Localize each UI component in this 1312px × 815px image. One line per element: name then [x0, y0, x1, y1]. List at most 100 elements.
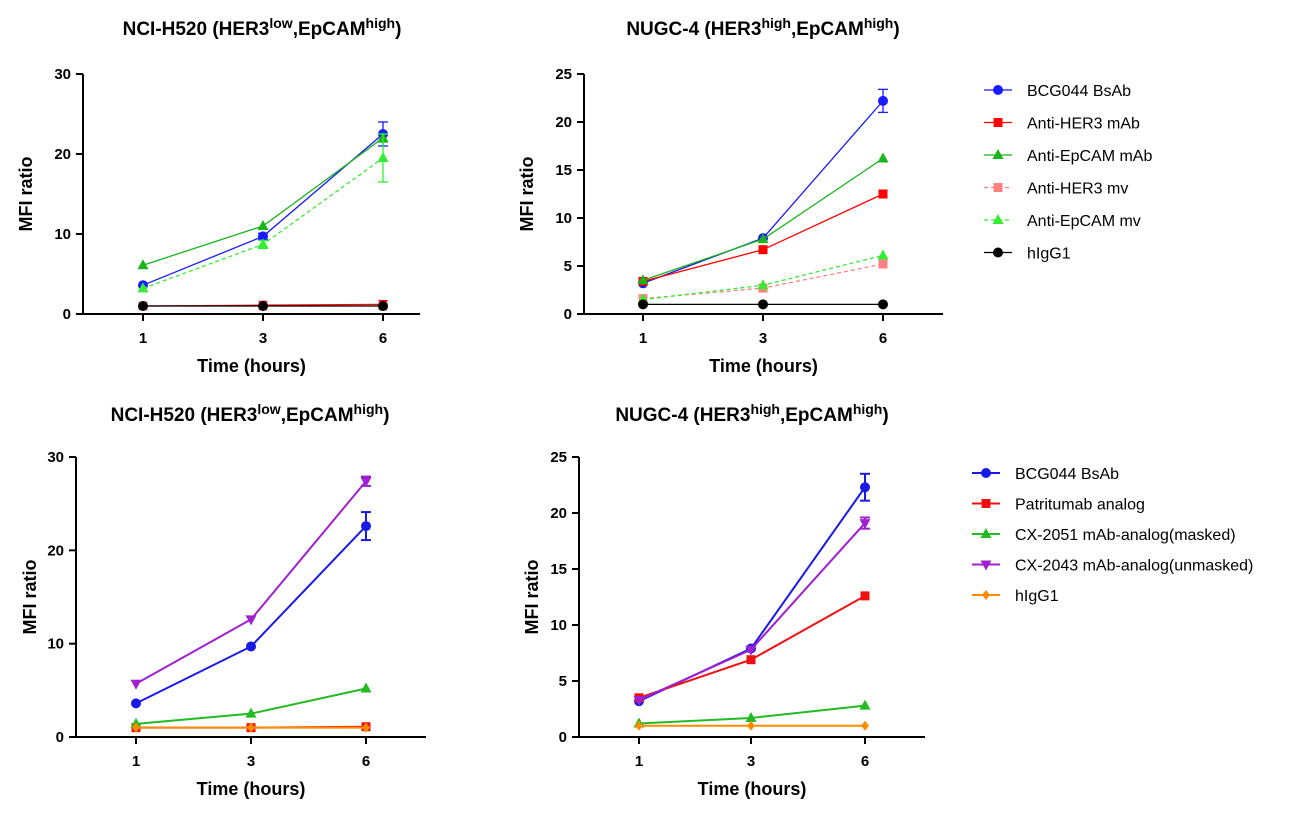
title-superscript: high [366, 15, 396, 31]
data-point [131, 698, 141, 709]
series-line [135, 480, 367, 685]
series-5 [132, 722, 370, 733]
data-point [246, 641, 256, 652]
x-tick-label: 3 [247, 753, 255, 770]
title-superscript: high [750, 401, 780, 417]
legend-entry: Anti-EpCAM mv [984, 213, 1141, 230]
title-superscript: high [354, 401, 384, 417]
x-tick-label: 6 [861, 753, 869, 770]
x-tick-label: 3 [259, 330, 267, 347]
legend-entry: CX-2043 mAb-analog(unmasked) [972, 558, 1253, 575]
legend-label: BCG044 BsAb [1027, 83, 1131, 100]
legend-entry: hIgG1 [984, 246, 1071, 263]
y-tick-label: 0 [63, 306, 71, 323]
data-point [257, 220, 269, 230]
chart-title: NUGC-4 (HER3high,EpCAMhigh) [626, 15, 899, 40]
data-point [258, 301, 268, 311]
legend-label: hIgG1 [1015, 588, 1059, 605]
data-point [878, 189, 888, 199]
series-5 [635, 720, 869, 731]
y-axis-label: MFI ratio [20, 559, 40, 634]
title-text: NUGC-4 (HER3 [615, 405, 750, 426]
series-6 [138, 301, 388, 311]
legend-2: BCG044 BsAb Patritumab analog CX-2051 mAb-… [972, 466, 1253, 605]
series-1 [634, 472, 870, 707]
data-point [747, 720, 755, 731]
x-tick-label: 6 [879, 330, 887, 347]
data-point [877, 249, 889, 260]
data-point [360, 682, 372, 693]
legend-entry: hIgG1 [972, 588, 1059, 605]
x-tick-label: 1 [139, 330, 147, 347]
data-point [130, 679, 142, 690]
series-line [642, 100, 884, 284]
legend-swatch-marker [980, 528, 992, 538]
chart-title: NCI-H520 (HER3low,EpCAMhigh) [123, 15, 402, 40]
data-point [138, 301, 148, 311]
legend-swatch-marker [992, 214, 1004, 224]
x-tick-label: 3 [759, 330, 767, 347]
title-text: ) [882, 405, 888, 426]
data-point [360, 477, 372, 488]
data-point [878, 95, 888, 106]
series-1 [138, 121, 388, 291]
legend-entry: BCG044 BsAb [984, 83, 1131, 100]
data-point [635, 720, 643, 731]
data-point [878, 259, 888, 269]
y-tick-label: 10 [550, 617, 567, 634]
title-text: ,EpCAM [293, 19, 366, 40]
y-tick-label: 20 [555, 114, 572, 131]
chart-panel-3: NCI-H520 (HER3low,EpCAMhigh) 0 10 20 30 1 3 6 Ti… [20, 401, 426, 799]
x-axis-label: Time (hours) [197, 356, 306, 376]
y-tick-label: 5 [559, 673, 567, 690]
y-tick-label: 15 [550, 561, 567, 578]
chart-title: NUGC-4 (HER3high,EpCAMhigh) [615, 401, 888, 426]
y-tick-label: 5 [564, 258, 572, 275]
data-point [638, 299, 648, 310]
data-point [132, 722, 140, 733]
series-1 [131, 511, 371, 709]
y-tick-label: 30 [47, 449, 64, 466]
series-4 [130, 475, 372, 690]
series-line [642, 254, 884, 301]
legend-swatch-marker [993, 183, 1003, 192]
data-point [758, 299, 768, 310]
title-superscript: low [257, 401, 280, 417]
y-axis-label: MFI ratio [522, 559, 542, 634]
data-point [362, 722, 370, 733]
y-tick-label: 20 [47, 542, 64, 559]
data-point [757, 233, 769, 244]
data-point [245, 615, 257, 626]
y-tick-label: 20 [54, 146, 71, 163]
legend-label: CX-2043 mAb-analog(unmasked) [1015, 558, 1253, 575]
series-line [142, 133, 384, 286]
y-axis-label: MFI ratio [16, 156, 36, 231]
series-4 [633, 516, 871, 707]
legend-swatch-marker [982, 590, 990, 600]
title-text: NCI-H520 (HER3 [123, 19, 270, 40]
legend-entry: Anti-EpCAM mAb [984, 148, 1152, 165]
y-axis-label: MFI ratio [517, 156, 537, 231]
y-tick-label: 15 [555, 162, 572, 179]
legend-swatch-marker [993, 247, 1003, 258]
data-point [137, 259, 149, 270]
legend-label: Anti-EpCAM mAb [1027, 148, 1152, 165]
x-axis-label: Time (hours) [709, 356, 818, 376]
data-point [377, 152, 389, 162]
legend-label: BCG044 BsAb [1015, 466, 1119, 483]
data-point [633, 696, 645, 707]
data-point [378, 301, 388, 311]
y-tick-label: 30 [54, 66, 71, 83]
legend-label: Anti-EpCAM mv [1027, 213, 1141, 230]
y-tick-label: 10 [555, 210, 572, 227]
title-text: NCI-H520 (HER3 [111, 405, 258, 426]
data-point [757, 279, 769, 290]
title-text: ) [395, 19, 401, 40]
data-point [746, 655, 756, 665]
title-superscript: high [864, 15, 894, 31]
legend-swatch-marker [993, 118, 1003, 127]
x-tick-label: 1 [635, 753, 643, 770]
